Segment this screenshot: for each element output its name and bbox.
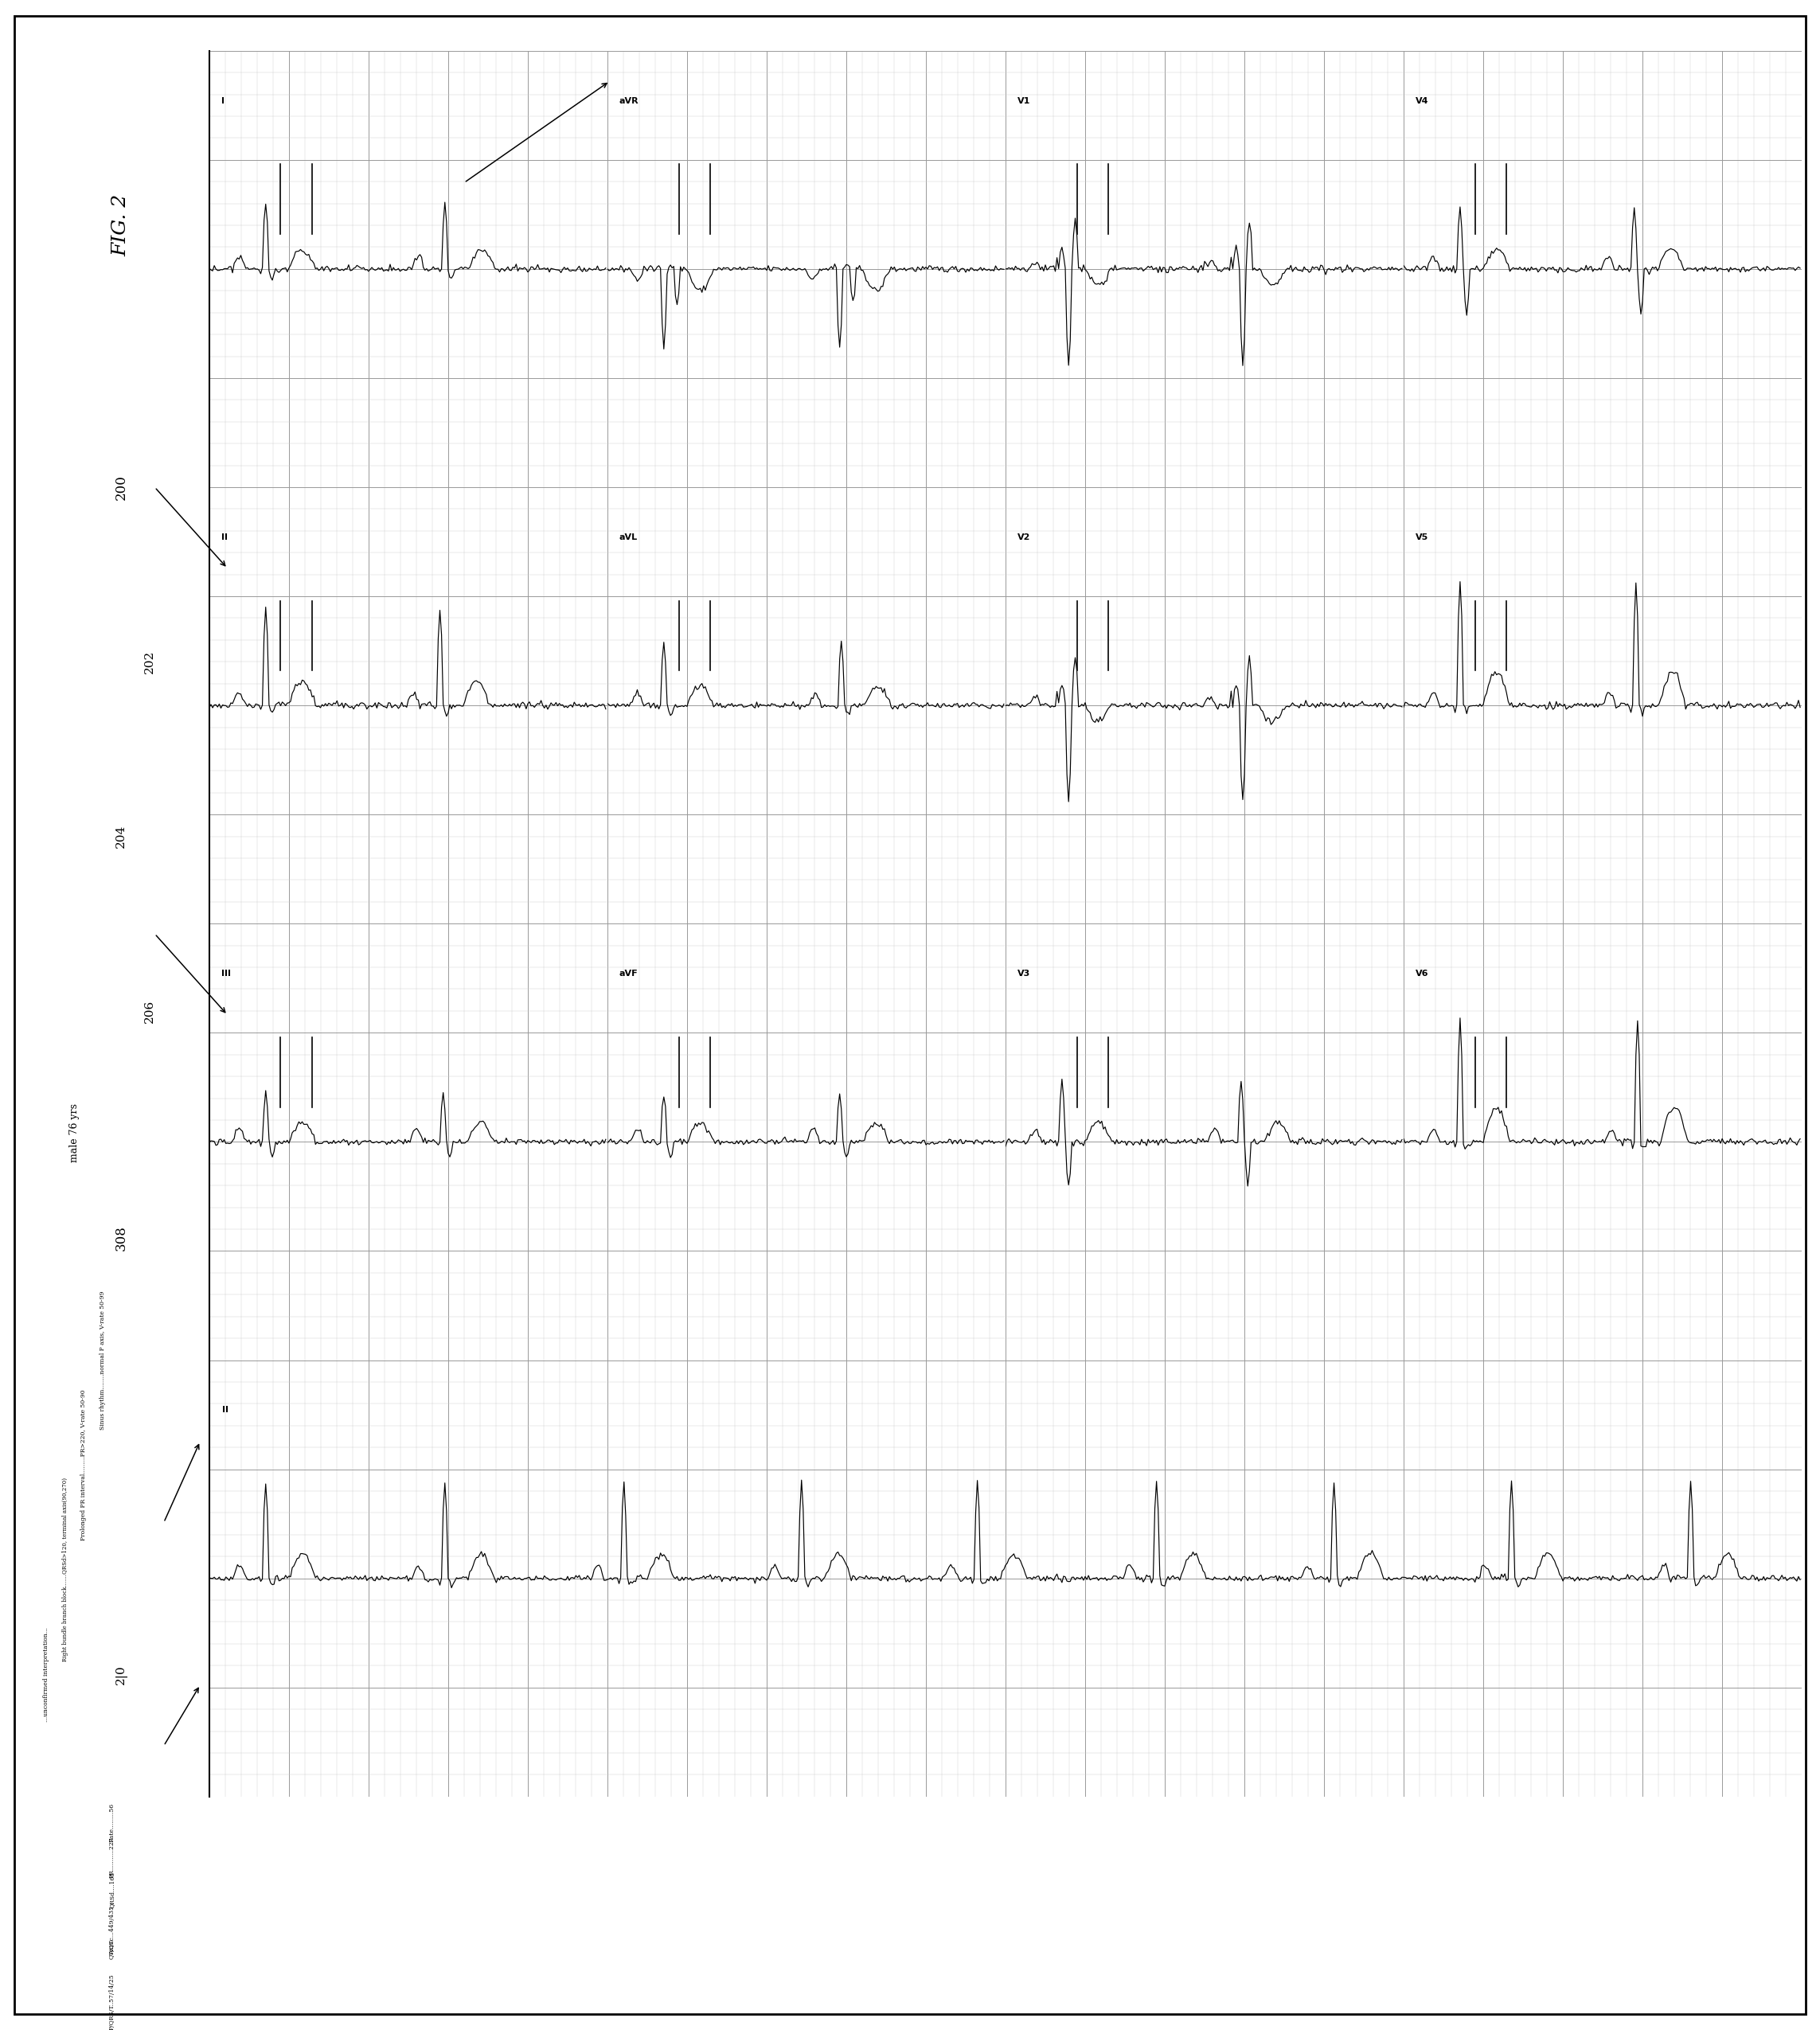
Text: QT/QTc...449/435: QT/QTc...449/435 [109, 1906, 115, 1959]
Text: aVF: aVF [619, 970, 639, 978]
Text: V2: V2 [1017, 534, 1030, 542]
Text: V3: V3 [1017, 970, 1030, 978]
Text: 2|0: 2|0 [115, 1665, 127, 1685]
Text: Axis:: Axis: [109, 1939, 115, 1955]
Text: V4: V4 [1416, 97, 1429, 106]
Text: aVR: aVR [619, 97, 639, 106]
Text: 308: 308 [115, 1226, 127, 1250]
Text: QRSd....168: QRSd....168 [109, 1872, 115, 1908]
Text: ...unconfirmed interpretation...: ...unconfirmed interpretation... [44, 1626, 49, 1721]
Text: II: II [222, 534, 228, 542]
Text: male 76 yrs: male 76 yrs [69, 1104, 80, 1163]
Text: aVL: aVL [619, 534, 637, 542]
Text: V5: V5 [1416, 534, 1429, 542]
Text: Rate.........56: Rate.........56 [109, 1803, 115, 1841]
Text: P/QRS/T..57/14/25: P/QRS/T..57/14/25 [109, 1973, 115, 2030]
Text: Right bundle branch block.......QRSd>120, terminal axis(90,270): Right bundle branch block.......QRSd>120… [62, 1478, 67, 1661]
Text: 204: 204 [116, 824, 127, 849]
Text: I: I [222, 97, 224, 106]
Text: 202: 202 [144, 650, 155, 674]
Text: PR...........227: PR...........227 [109, 1837, 115, 1878]
Text: Prolonged PR interval.........PR>220, V-rate 50-90: Prolonged PR interval.........PR>220, V-… [80, 1389, 87, 1541]
Text: Sinus rhythm........normal P axis, V-rate 50-99: Sinus rhythm........normal P axis, V-rat… [100, 1291, 106, 1429]
Text: II: II [222, 1407, 228, 1415]
Text: 206: 206 [144, 999, 155, 1023]
Text: III: III [222, 970, 231, 978]
Text: V6: V6 [1416, 970, 1429, 978]
Text: FIG. 2: FIG. 2 [113, 195, 131, 256]
Text: V1: V1 [1017, 97, 1030, 106]
Text: 200: 200 [115, 475, 127, 499]
